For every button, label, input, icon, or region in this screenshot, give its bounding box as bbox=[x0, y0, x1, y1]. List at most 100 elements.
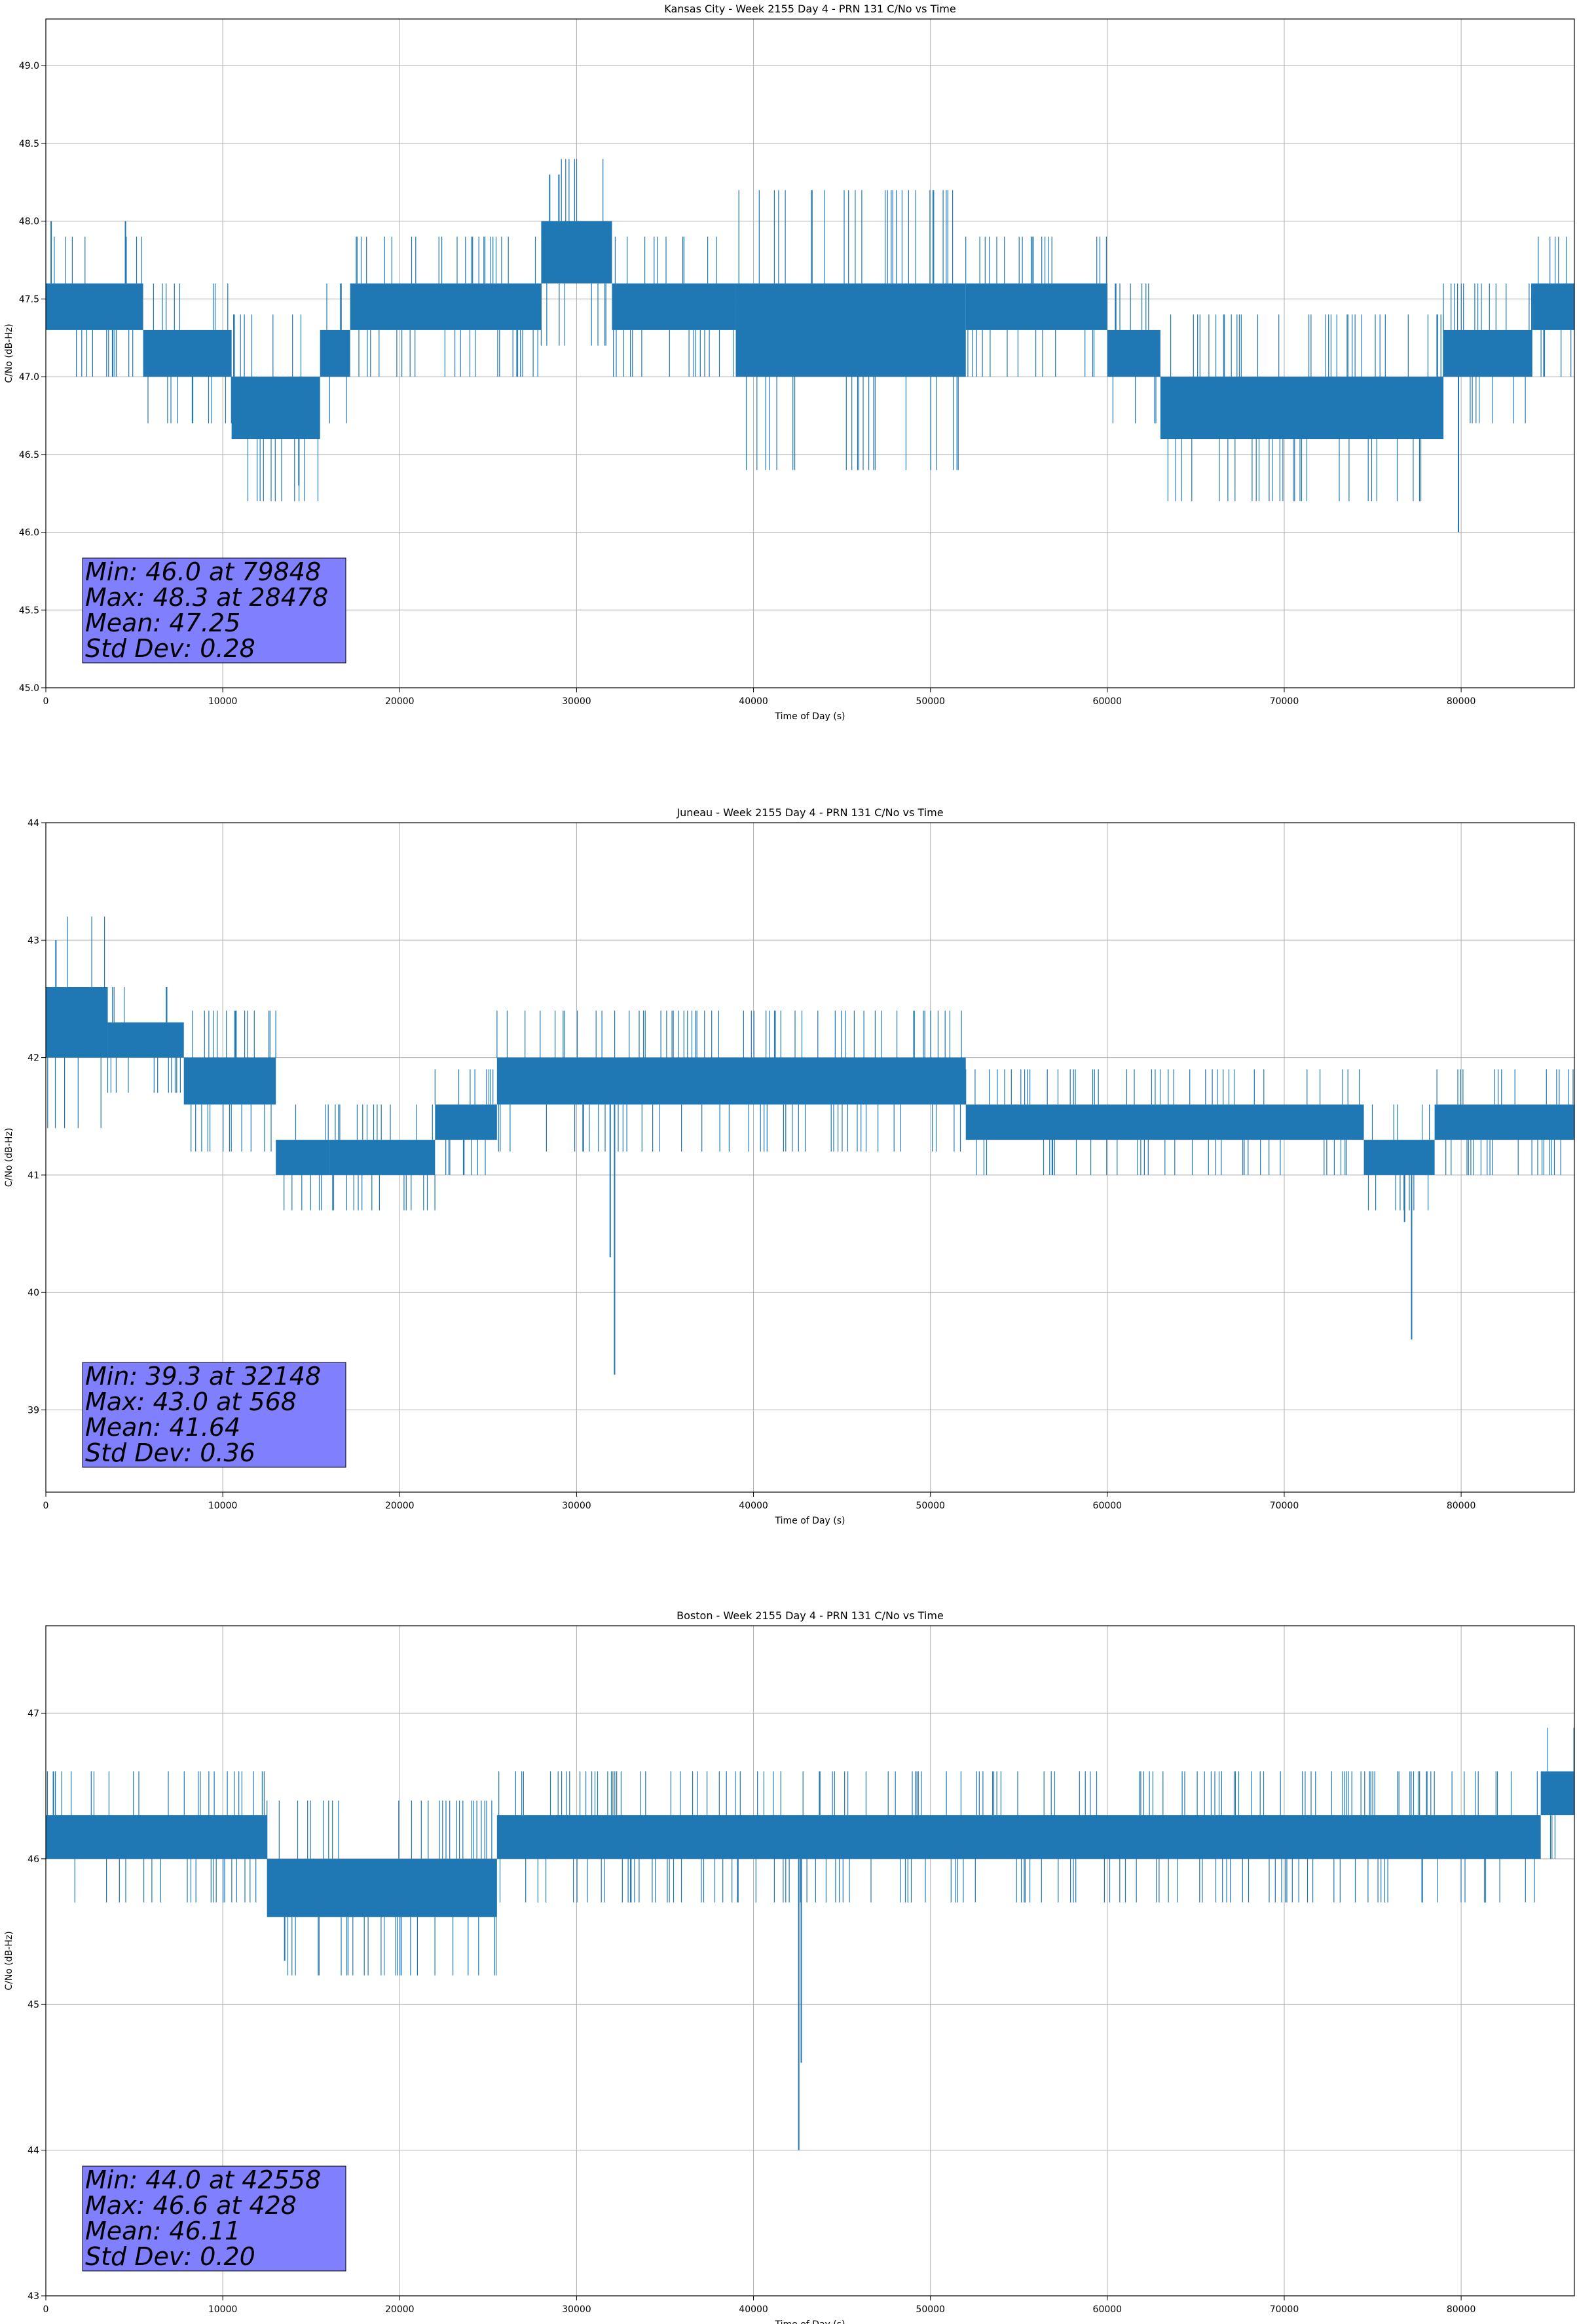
y-tick-label: 45.5 bbox=[19, 605, 39, 616]
x-tick-label: 40000 bbox=[739, 1501, 768, 1511]
x-tick-label: 0 bbox=[43, 2304, 49, 2315]
series-band bbox=[1364, 1140, 1435, 1175]
series-noise bbox=[147, 283, 232, 424]
series-noise bbox=[332, 1104, 436, 1210]
series-trace bbox=[46, 1727, 1574, 2150]
series-band bbox=[435, 1104, 497, 1140]
stats-line: Std Dev: 0.28 bbox=[85, 634, 255, 663]
series-trace bbox=[46, 916, 1574, 1375]
series-band bbox=[46, 1815, 267, 1859]
series-noise bbox=[47, 916, 105, 1129]
y-axis-label: C/No (dB-Hz) bbox=[4, 1931, 14, 1990]
series-band bbox=[143, 329, 232, 377]
chart-title: Kansas City - Week 2155 Day 4 - PRN 131 … bbox=[664, 3, 955, 15]
axes-frame bbox=[45, 822, 1575, 1493]
series-noise bbox=[233, 314, 319, 502]
series-noise bbox=[498, 1771, 1538, 1903]
series-band bbox=[267, 1858, 497, 1917]
series-trace bbox=[46, 159, 1574, 533]
series-band bbox=[1540, 1771, 1574, 1816]
series-band bbox=[329, 1140, 436, 1175]
series-band bbox=[1434, 1104, 1574, 1140]
x-tick-label: 50000 bbox=[916, 2304, 945, 2315]
series-band bbox=[320, 329, 350, 377]
x-tick-label: 30000 bbox=[562, 2304, 591, 2315]
y-tick-label: 43 bbox=[28, 2291, 39, 2302]
series-noise bbox=[356, 236, 538, 377]
y-tick-label: 45.0 bbox=[19, 683, 39, 694]
x-tick-label: 20000 bbox=[385, 2304, 415, 2315]
x-tick-label: 30000 bbox=[562, 1501, 591, 1511]
series-noise bbox=[965, 1069, 1360, 1175]
y-tick-label: 49.0 bbox=[19, 61, 39, 71]
x-tick-label: 30000 bbox=[562, 696, 591, 707]
series-band bbox=[46, 283, 143, 330]
series-noise bbox=[738, 190, 959, 470]
y-tick-label: 47 bbox=[28, 1708, 39, 1719]
x-axis-label: Time of Day (s) bbox=[775, 2319, 845, 2324]
series-noise bbox=[107, 987, 181, 1093]
series-noise bbox=[267, 1800, 497, 1976]
stats-line: Min: 46.0 at 79848 bbox=[85, 557, 321, 586]
x-tick-label: 60000 bbox=[1093, 1501, 1122, 1511]
x-tick-label: 0 bbox=[43, 696, 49, 707]
x-tick-label: 20000 bbox=[385, 1501, 415, 1511]
series-noise bbox=[1443, 283, 1532, 424]
series-band bbox=[350, 283, 542, 330]
axes-frame bbox=[45, 18, 1575, 688]
x-tick-label: 80000 bbox=[1447, 1501, 1476, 1511]
stats-line: Mean: 47.25 bbox=[85, 609, 240, 637]
stats-line: Min: 44.0 at 42558 bbox=[85, 2165, 321, 2194]
x-axis-label: Time of Day (s) bbox=[775, 711, 845, 722]
stats-box bbox=[82, 2165, 346, 2272]
series-noise bbox=[1436, 1069, 1574, 1175]
y-axis-label: C/No (dB-Hz) bbox=[4, 1128, 14, 1187]
y-tick-label: 45 bbox=[28, 2000, 39, 2010]
y-tick-label: 43 bbox=[28, 935, 39, 946]
x-tick-label: 50000 bbox=[916, 696, 945, 707]
series-noise bbox=[496, 1010, 962, 1152]
x-axis-label: Time of Day (s) bbox=[775, 1516, 845, 1526]
x-tick-label: 70000 bbox=[1270, 2304, 1299, 2315]
series-noise bbox=[284, 1104, 329, 1210]
series-band bbox=[965, 283, 1107, 330]
y-tick-label: 44 bbox=[28, 2146, 39, 2156]
series-band bbox=[1107, 329, 1160, 377]
x-tick-label: 10000 bbox=[208, 2304, 238, 2315]
stats-line: Max: 46.6 at 428 bbox=[85, 2191, 297, 2220]
x-tick-label: 70000 bbox=[1270, 1501, 1299, 1511]
x-tick-label: 80000 bbox=[1447, 696, 1476, 707]
series-noise bbox=[1547, 1727, 1574, 1859]
stats-line: Std Dev: 0.36 bbox=[85, 1438, 255, 1467]
series-noise bbox=[1112, 283, 1157, 424]
series-band bbox=[496, 1057, 966, 1105]
x-tick-label: 60000 bbox=[1093, 2304, 1122, 2315]
stats-line: Max: 48.3 at 28478 bbox=[85, 583, 328, 612]
series-noise bbox=[540, 159, 606, 346]
series-band bbox=[496, 1815, 1541, 1859]
series-noise bbox=[54, 236, 142, 377]
series-band bbox=[276, 1140, 329, 1175]
series-band bbox=[183, 1057, 276, 1105]
y-tick-label: 48.5 bbox=[19, 139, 39, 149]
series-noise bbox=[326, 283, 347, 424]
series-band bbox=[965, 1104, 1364, 1140]
chart-0: 0 10000 20000 30000 40000 50000 60000 70000 8000… bbox=[4, 3, 1575, 722]
y-tick-label: 47.5 bbox=[19, 294, 39, 305]
x-tick-label: 60000 bbox=[1093, 696, 1122, 707]
x-tick-label: 0 bbox=[43, 1501, 49, 1511]
stats-line: Std Dev: 0.20 bbox=[85, 2242, 255, 2271]
series-band bbox=[1532, 283, 1574, 330]
x-tick-label: 70000 bbox=[1270, 696, 1299, 707]
stats-line: Mean: 46.11 bbox=[85, 2217, 240, 2245]
series-noise bbox=[965, 236, 1107, 377]
y-tick-label: 44 bbox=[28, 818, 39, 829]
series-band bbox=[107, 1022, 184, 1058]
series-band bbox=[1160, 377, 1444, 440]
y-tick-label: 41 bbox=[28, 1171, 39, 1181]
y-axis-label: C/No (dB-Hz) bbox=[4, 324, 14, 383]
chart-title: Boston - Week 2155 Day 4 - PRN 131 C/No … bbox=[677, 1609, 944, 1622]
chart-title: Juneau - Week 2155 Day 4 - PRN 131 C/No … bbox=[676, 806, 943, 819]
x-tick-label: 20000 bbox=[385, 696, 415, 707]
